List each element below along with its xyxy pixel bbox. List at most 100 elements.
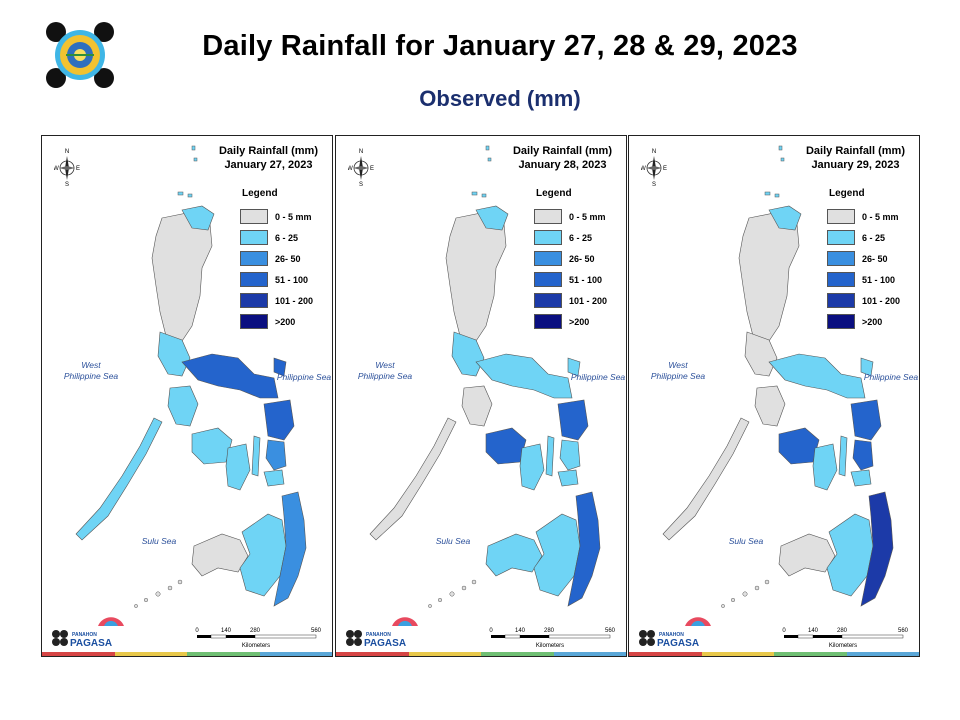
region-mindanao-central — [533, 513, 581, 597]
pagasa-seal-logo — [46, 22, 114, 88]
west-philippine-sea-label: West Philippine Sea — [63, 360, 119, 381]
svg-text:Kilometers: Kilometers — [242, 643, 270, 649]
region-negros — [812, 443, 838, 491]
svg-text:Kilometers: Kilometers — [536, 643, 564, 649]
panel-title: Daily Rainfall (mm) January 28, 2023 — [513, 144, 612, 172]
region-bicol — [768, 353, 866, 399]
region-mindanao-central — [826, 513, 874, 597]
compass-w: W — [54, 166, 59, 172]
legend-row: 6 - 25 — [827, 227, 900, 248]
legend-label: 6 - 25 — [862, 232, 886, 243]
legend-row: 51 - 100 — [534, 269, 607, 290]
compass-rose-icon: N S W E — [641, 149, 667, 188]
batanes-islands — [471, 145, 492, 198]
legend-row: 101 - 200 — [534, 290, 607, 311]
region-samar — [263, 399, 295, 441]
region-mindanao-west — [191, 533, 249, 577]
legend-label: 51 - 100 — [862, 274, 896, 285]
region-mindanao-west — [778, 533, 836, 577]
region-negros — [519, 443, 545, 491]
philippine-sea-label: Philippine Sea — [863, 372, 919, 382]
svg-text:PANAHON: PANAHON — [72, 632, 97, 638]
legend-row: 51 - 100 — [827, 269, 900, 290]
legend-label: >200 — [275, 316, 296, 327]
svg-text:Kilometers: Kilometers — [829, 643, 857, 649]
region-panay — [778, 427, 820, 465]
compass-w: W — [641, 166, 646, 172]
svg-text:280: 280 — [544, 628, 555, 634]
region-mindanao-east — [860, 491, 894, 607]
region-palawan — [662, 417, 750, 541]
legend-swatch — [240, 230, 268, 245]
legend: 0 - 5 mm 6 - 25 26- 50 51 - 100 101 - 20… — [827, 206, 900, 332]
region-mindanao-west — [485, 533, 543, 577]
svg-text:0: 0 — [782, 628, 786, 634]
sulu-archipelago — [134, 579, 183, 608]
region-northern-luzon — [738, 211, 800, 342]
legend-swatch — [534, 293, 562, 308]
compass-n: N — [359, 149, 363, 155]
panel-date: January 28, 2023 — [518, 159, 607, 171]
region-catanduanes — [273, 357, 287, 377]
pagasa-logo: PANAHON PAGASA — [639, 617, 711, 649]
region-central-luzon — [157, 331, 191, 377]
svg-text:PANAHON: PANAHON — [366, 632, 391, 638]
legend-row: 26- 50 — [827, 248, 900, 269]
legend-label: 26- 50 — [862, 253, 888, 264]
legend-row: >200 — [534, 311, 607, 332]
legend-title: Legend — [829, 188, 865, 199]
svg-text:140: 140 — [221, 628, 232, 634]
svg-text:0: 0 — [195, 628, 199, 634]
legend-title: Legend — [536, 188, 572, 199]
legend-swatch — [827, 209, 855, 224]
region-palawan — [75, 417, 163, 541]
region-central-luzon — [744, 331, 778, 377]
legend-row: 26- 50 — [534, 248, 607, 269]
region-mindanao-east — [273, 491, 307, 607]
region-cebu — [251, 435, 261, 477]
region-catanduanes — [860, 357, 874, 377]
pagasa-logo: PANAHON PAGASA — [346, 617, 418, 649]
legend-label: 101 - 200 — [569, 295, 608, 306]
svg-text:280: 280 — [250, 628, 261, 634]
philippine-sea-label: Philippine Sea — [570, 372, 626, 382]
legend-swatch — [534, 314, 562, 329]
legend-row: >200 — [827, 311, 900, 332]
sulu-sea-label: Sulu Sea — [141, 536, 177, 546]
compass-s: S — [652, 182, 656, 188]
legend: 0 - 5 mm 6 - 25 26- 50 51 - 100 101 - 20… — [534, 206, 607, 332]
page-title: Daily Rainfall for January 27, 28 & 29, … — [202, 30, 798, 62]
compass-w: W — [348, 166, 353, 172]
region-mindoro — [167, 385, 199, 427]
legend-row: >200 — [240, 311, 313, 332]
compass-e: E — [76, 166, 80, 172]
region-panay — [191, 427, 233, 465]
rainfall-map-panel-jan27: N S W E Daily Rainfall (mm) January 27, … — [41, 135, 333, 657]
scale-bar: 0 140 280 560 Kilometers — [489, 628, 616, 649]
svg-text:560: 560 — [605, 628, 616, 634]
legend-swatch — [534, 251, 562, 266]
legend-label: 101 - 200 — [862, 295, 901, 306]
region-bohol — [557, 469, 579, 487]
legend-swatch — [240, 251, 268, 266]
legend-label: 51 - 100 — [569, 274, 603, 285]
west-philippine-sea-label: West Philippine Sea — [357, 360, 413, 381]
region-bicol — [181, 353, 279, 399]
west-philippine-sea-label: West Philippine Sea — [650, 360, 706, 381]
scale-bar: 0 140 280 560 Kilometers — [782, 628, 908, 649]
svg-text:560: 560 — [311, 628, 322, 634]
legend-label: 6 - 25 — [569, 232, 593, 243]
legend-swatch — [240, 293, 268, 308]
legend-row: 6 - 25 — [240, 227, 313, 248]
panel-title-line1: Daily Rainfall (mm) — [512, 145, 612, 157]
compass-s: S — [359, 182, 363, 188]
region-cebu — [838, 435, 848, 477]
sulu-archipelago — [428, 579, 477, 608]
region-luzon-northern-tip — [181, 205, 215, 231]
region-bohol — [263, 469, 285, 487]
legend-label: 26- 50 — [569, 253, 595, 264]
legend-swatch — [534, 272, 562, 287]
legend-swatch — [240, 272, 268, 287]
footer-color-stripe — [629, 652, 919, 656]
legend-swatch — [827, 314, 855, 329]
